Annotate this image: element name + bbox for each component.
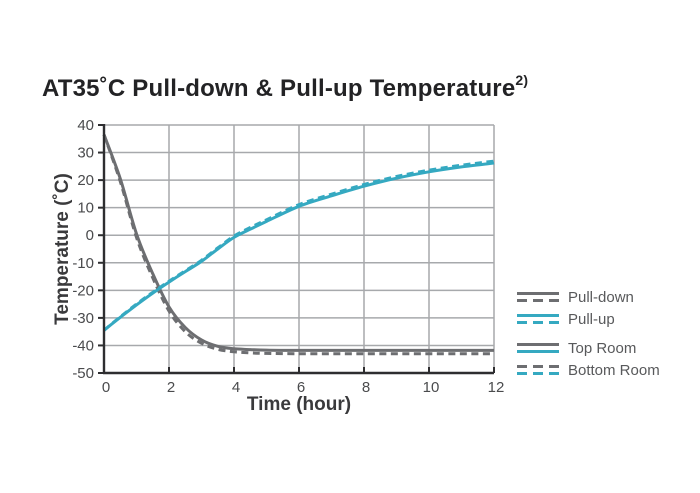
gridlines xyxy=(104,124,495,373)
legend-label-pull-up: Pull-up xyxy=(568,310,615,328)
x-tick-label: 12 xyxy=(488,379,505,396)
teal-dashed-line-icon xyxy=(517,372,559,375)
teal-solid-line-icon xyxy=(517,314,559,317)
legend-swatch-pull-down xyxy=(517,292,559,302)
teal-dashed-line-icon xyxy=(517,321,559,324)
y-tick-label: -40 xyxy=(72,337,94,354)
chart-title-superscript: 2) xyxy=(515,72,529,88)
x-tick-label: 2 xyxy=(167,379,175,396)
legend-swatch-pull-up xyxy=(517,314,559,324)
legend-item-pull-down: Pull-down xyxy=(517,286,660,308)
y-tick-label: -20 xyxy=(72,282,94,299)
legend-label-bottom-room: Bottom Room xyxy=(568,361,660,379)
legend: Pull-down Pull-up Top Room Bottom Room xyxy=(517,286,660,381)
series-pull-down-top-room xyxy=(102,134,494,352)
y-tick-label: 10 xyxy=(77,200,94,217)
x-tick-label: 8 xyxy=(362,379,370,396)
legend-label-pull-down: Pull-down xyxy=(568,288,634,306)
tick-labels: 40 30 20 10 0 -10 -20 -30 -40 -50 0 2 4 6 8 10 12 xyxy=(72,117,504,396)
chart-title: AT35˚C Pull-down & Pull-up Temperature2) xyxy=(42,72,529,103)
y-tick-label: -10 xyxy=(72,255,94,272)
y-tick-label: 0 xyxy=(86,227,94,244)
y-tick-label: 20 xyxy=(77,172,94,189)
x-tick-label: 0 xyxy=(102,379,110,396)
gray-dashed-line-icon xyxy=(517,299,559,302)
x-tick-label: 10 xyxy=(423,379,440,396)
legend-item-top-room: Top Room xyxy=(517,337,660,359)
series-pull-down-bottom-room xyxy=(102,134,494,356)
x-axis-title: Time (hour) xyxy=(246,394,352,415)
series-pull-up-bottom-room xyxy=(103,159,495,332)
y-tick-label: -30 xyxy=(72,310,94,327)
y-tick-label: 30 xyxy=(77,145,94,162)
y-tick-label: 40 xyxy=(77,117,94,134)
legend-item-bottom-room: Bottom Room xyxy=(517,359,660,381)
gray-solid-line-icon xyxy=(517,292,559,295)
gray-dashed-line-icon xyxy=(517,365,559,368)
teal-solid-line-icon xyxy=(517,350,559,353)
y-tick-label: -50 xyxy=(72,365,94,382)
x-tick-label: 6 xyxy=(297,379,305,396)
chart-title-text: AT35˚C Pull-down & Pull-up Temperature xyxy=(42,75,516,102)
legend-item-pull-up: Pull-up xyxy=(517,308,660,330)
plot-area: 40 30 20 10 0 -10 -20 -30 -40 -50 0 2 4 6 8 10 12 xyxy=(72,117,504,396)
tick-marks xyxy=(98,124,495,374)
legend-swatch-top-room xyxy=(517,343,559,353)
gray-solid-line-icon xyxy=(517,343,559,346)
x-tick-label: 4 xyxy=(232,379,240,396)
legend-label-top-room: Top Room xyxy=(568,339,637,357)
legend-swatch-bottom-room xyxy=(517,365,559,375)
